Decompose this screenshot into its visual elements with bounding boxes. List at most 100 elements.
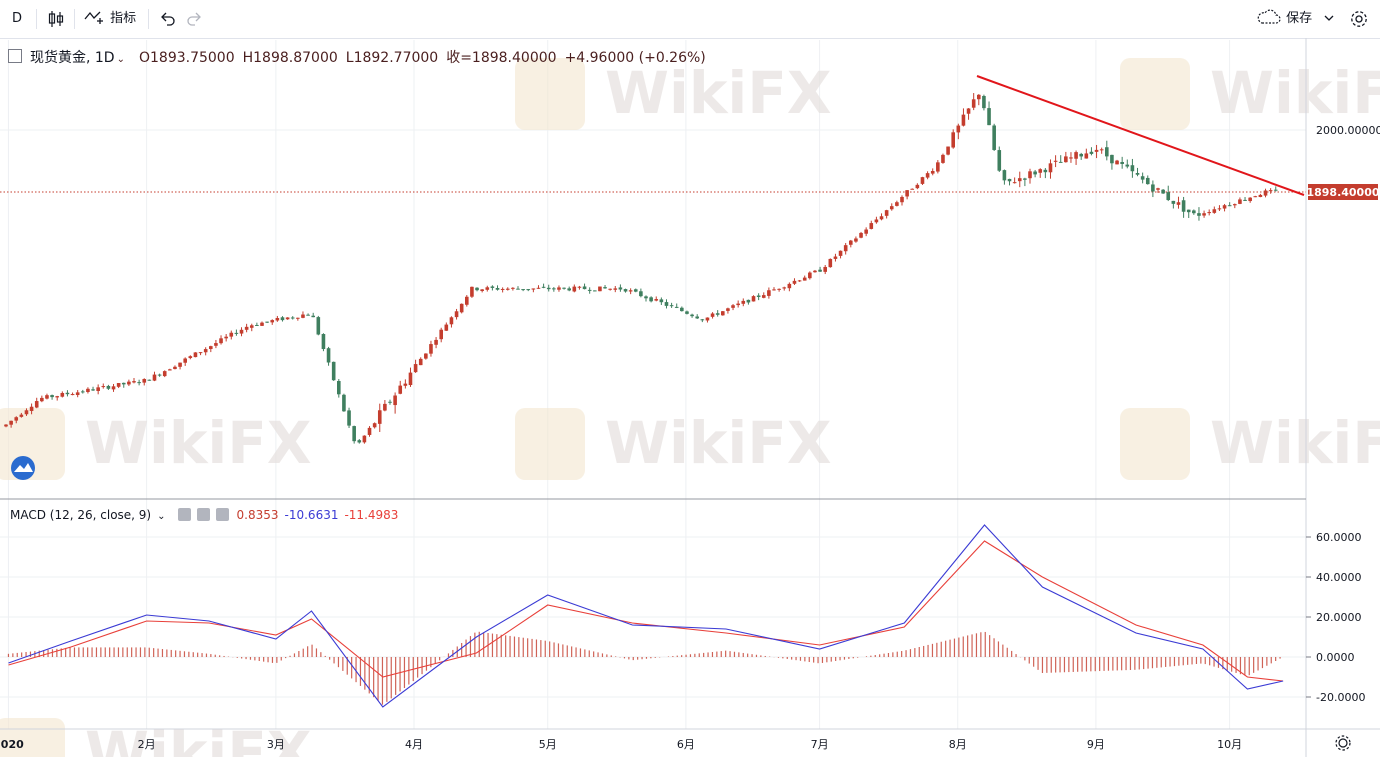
- interval-button[interactable]: D: [12, 11, 23, 26]
- candle-body: [347, 410, 351, 426]
- candle: [516, 286, 520, 290]
- candle-body: [1233, 204, 1237, 206]
- watermark-logo: [515, 408, 585, 480]
- candle: [536, 285, 541, 289]
- time-axis-settings-icon[interactable]: [1335, 735, 1351, 751]
- macd-value: -10.6631: [284, 508, 339, 522]
- collapse-icon[interactable]: [8, 49, 22, 63]
- indicators-button[interactable]: 指标: [84, 8, 136, 30]
- candle-body: [424, 353, 428, 359]
- candle: [1248, 197, 1252, 203]
- candle-body: [639, 291, 643, 297]
- chevron-down-icon[interactable]: ⌄: [116, 54, 125, 65]
- chart-area[interactable]: WikiFX WikiFX WikiFX WikiFX WikiFX WikiFX 200…: [0, 38, 1380, 757]
- watermark-text: WikiFX: [605, 59, 832, 127]
- candle: [1176, 196, 1181, 209]
- candle-body: [418, 358, 423, 366]
- candle-body: [162, 371, 167, 377]
- candle: [567, 286, 571, 292]
- candle-body: [623, 289, 628, 292]
- candle: [802, 275, 807, 281]
- candle-body: [526, 289, 531, 291]
- price-tag-box: [1308, 184, 1378, 200]
- candle: [505, 287, 510, 291]
- candle-body: [244, 326, 249, 330]
- candle-body: [1202, 213, 1206, 216]
- candle-body: [454, 311, 459, 318]
- candle: [301, 311, 305, 319]
- gear-icon[interactable]: [1349, 9, 1369, 31]
- candle: [1064, 151, 1068, 163]
- candle-body: [1181, 200, 1186, 212]
- candle: [1058, 155, 1063, 163]
- redo-icon[interactable]: [186, 10, 204, 32]
- candle-body: [40, 397, 44, 402]
- candle: [224, 334, 228, 342]
- candle-body: [1115, 160, 1119, 165]
- candle-body: [536, 287, 541, 289]
- candle: [1273, 186, 1278, 192]
- candle: [905, 190, 909, 200]
- candle-body: [1222, 205, 1227, 209]
- candle: [669, 302, 674, 308]
- candle: [741, 298, 746, 307]
- candle: [50, 394, 54, 400]
- open-value: O1893.75000: [138, 50, 235, 66]
- candle: [86, 387, 90, 394]
- candle: [1227, 202, 1232, 207]
- candle: [813, 269, 817, 273]
- candle-body: [9, 420, 13, 425]
- candle-body: [644, 296, 648, 299]
- candle-body: [1053, 160, 1058, 162]
- candle-body: [1176, 202, 1181, 205]
- candle-body: [828, 258, 833, 268]
- macd-title[interactable]: MACD (12, 26, close, 9): [10, 508, 152, 522]
- candle-body: [106, 385, 111, 389]
- candle: [1263, 188, 1268, 198]
- candle-body: [715, 313, 720, 315]
- symbol-label[interactable]: 现货黄金, 1D: [30, 50, 115, 66]
- candle-body: [439, 329, 443, 340]
- chevron-down-icon[interactable]: ⌄: [157, 511, 166, 522]
- candle: [889, 203, 894, 211]
- candle: [65, 390, 70, 397]
- candle-body: [859, 232, 863, 238]
- candle: [849, 239, 853, 248]
- candle-body: [562, 287, 566, 289]
- toolbar-divider: [148, 9, 149, 29]
- watermark-logo: [0, 718, 65, 757]
- candle: [75, 390, 80, 398]
- candle-body: [193, 352, 198, 358]
- candle-body: [685, 311, 689, 314]
- candle: [147, 379, 152, 381]
- settings-icon[interactable]: [196, 508, 210, 521]
- candle: [726, 307, 730, 314]
- candle-body: [188, 356, 193, 359]
- candle: [966, 108, 971, 120]
- candle-body: [270, 320, 275, 323]
- candle-body: [383, 403, 387, 411]
- candle: [1002, 169, 1007, 185]
- close-icon[interactable]: [215, 508, 229, 521]
- candle-body: [587, 289, 592, 291]
- cloud-badge-icon[interactable]: [11, 456, 35, 480]
- candle-body: [690, 314, 694, 317]
- candle-body: [582, 286, 587, 290]
- candle: [792, 278, 797, 285]
- save-button[interactable]: 保存: [1256, 8, 1334, 30]
- eye-icon[interactable]: [177, 508, 191, 521]
- candle-body: [823, 266, 827, 272]
- candle-body: [229, 332, 234, 337]
- candle-body: [1238, 199, 1242, 204]
- candle-body: [567, 288, 571, 291]
- candle: [787, 282, 792, 292]
- candle-body: [388, 401, 392, 403]
- candle-body: [219, 338, 223, 344]
- undo-icon[interactable]: [158, 10, 176, 32]
- candle-body: [966, 108, 971, 114]
- candle: [1074, 150, 1078, 165]
- candles-icon[interactable]: [46, 9, 66, 31]
- candle-body: [541, 286, 546, 288]
- chevron-down-icon[interactable]: [1324, 8, 1334, 30]
- candle-body: [86, 388, 90, 392]
